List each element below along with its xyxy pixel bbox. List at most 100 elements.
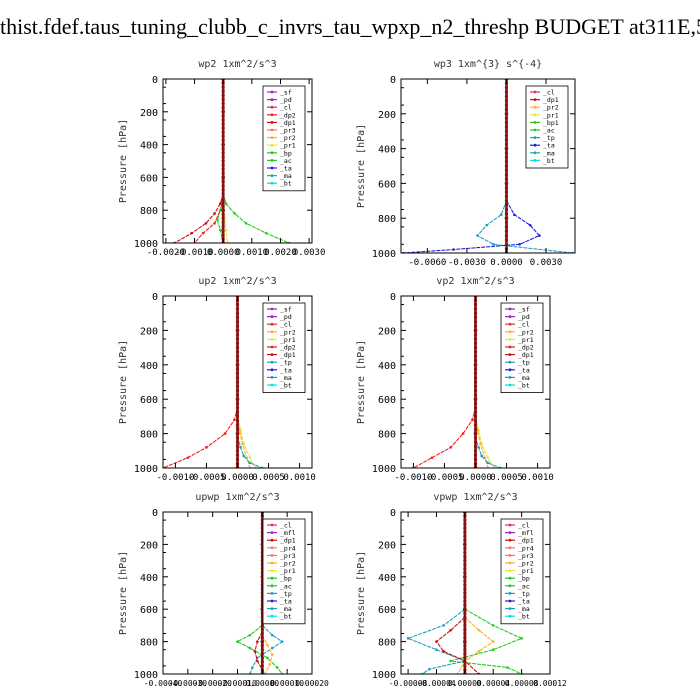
legend-marker-wp3: [533, 98, 537, 101]
y-axis-label-vpwp: Pressure [hPa]: [356, 551, 367, 635]
main-dot-wp2: [221, 106, 225, 110]
series-point-vpwp-pr2: [491, 640, 495, 643]
x-tick-label-wp2: -0.0020: [147, 248, 185, 258]
main-dot-vp2: [473, 376, 478, 380]
main-dot-vpwp: [463, 640, 467, 644]
legend-label-vp2: _pr1: [518, 336, 534, 344]
panel-wp3: wp3 1xm^{3} s^{-4} Pressure [hPa] 0 200 400 6…: [356, 59, 576, 268]
series-point-upwp-tp: [270, 633, 274, 637]
series-line-up2-pr1: [236, 416, 257, 468]
legend-label-vp2: _ma: [518, 374, 530, 382]
main-dot-wp3: [504, 151, 509, 155]
main-dot-vp2: [473, 432, 478, 436]
y-tick-label-vpwp: 0: [390, 508, 396, 519]
main-dot-vp2: [473, 346, 478, 350]
series-line-upwp-bp: [236, 624, 283, 674]
series-point-vpwp-tp: [442, 624, 445, 627]
main-dot-vpwp: [463, 599, 467, 603]
y-tick-label-vp2: 800: [378, 430, 396, 441]
main-dot-vpwp: [463, 583, 467, 587]
series-point-upwp-dp1: [256, 659, 259, 663]
y-tick-label-up2: 0: [152, 292, 158, 303]
legend-label-vpwp: _pr4: [518, 544, 534, 552]
series-line-vpwp-pr2: [457, 616, 495, 674]
main-dot-wp2: [221, 184, 225, 188]
main-dot-wp2: [221, 126, 225, 130]
main-dot-vp2: [473, 389, 478, 393]
main-dot-wp2: [221, 155, 225, 159]
legend-marker-wp2: [270, 121, 274, 124]
legend-marker-vp2: [508, 383, 512, 387]
series-point-vpwp-tp: [428, 667, 431, 671]
y-tick-label-wp2: 200: [140, 108, 158, 119]
series-point-wp3-ta: [528, 223, 532, 227]
main-dot-vp2: [473, 303, 478, 307]
legend-label-wp2: _cl: [280, 104, 292, 112]
main-dot-vpwp: [463, 623, 467, 628]
main-dot-up2: [235, 380, 240, 384]
main-dot-wp2: [221, 138, 225, 143]
legend-label-up2: _sf: [280, 306, 292, 314]
y-tick-label-vpwp: 600: [378, 605, 396, 616]
main-dot-vp2: [473, 307, 478, 311]
main-dot-vp2: [473, 328, 478, 332]
y-tick-label-wp2: 800: [140, 206, 158, 217]
x-tick-label-upwp: 0.00010: [270, 679, 304, 688]
main-dot-vp2: [473, 397, 478, 401]
legend-label-wp2: _pd: [280, 96, 292, 104]
series-line-wp3-tp: [476, 200, 573, 253]
legend-marker-upwp: [270, 614, 274, 618]
panel-upwp: upwp 1xm^2/s^3 Pressure [hPa] 0 200 400 600 80…: [118, 492, 329, 688]
panel-title-upwp: upwp 1xm^2/s^3: [195, 492, 279, 503]
y-tick-label-vp2: 600: [378, 395, 396, 406]
main-dot-vpwp: [463, 526, 467, 530]
main-dot-wp2: [221, 143, 225, 147]
y-tick-label-vpwp: 200: [378, 540, 396, 551]
legend-label-upwp: _bp: [280, 575, 292, 583]
legend-marker-wp2: [270, 143, 274, 147]
y-tick-label-vpwp: 1000: [372, 670, 396, 681]
main-dot-wp2: [221, 179, 225, 184]
x-tick-label-vpwp: 0.00008: [505, 679, 539, 688]
legend-label-vpwp: _pr1: [518, 567, 534, 575]
panel-title-wp2: wp2 1xm^2/s^3: [198, 59, 276, 70]
legend-label-wp2: _dp2: [280, 111, 296, 119]
main-dot-wp3: [504, 164, 509, 168]
legend-label-vp2: _pr2: [518, 328, 534, 336]
series-point-vpwp-pr2: [477, 650, 481, 653]
x-tick-label-wp3: -0.0030: [448, 258, 486, 268]
panel-title-up2: up2 1xm^2/s^3: [198, 276, 276, 287]
legend-label-wp2: _ta: [280, 165, 292, 173]
main-dot-wp3: [504, 212, 509, 216]
main-dot-vp2: [473, 320, 478, 324]
series-point-upwp-bp: [248, 646, 252, 650]
x-tick-label-vp2: 0.0005: [490, 473, 523, 483]
series-point-wp2-ac: [219, 228, 222, 232]
main-dot-vpwp: [463, 550, 467, 555]
main-dot-vpwp: [463, 554, 467, 559]
legend-marker-upwp: [270, 592, 274, 595]
main-dot-vp2: [473, 406, 478, 410]
main-dot-wp3: [504, 86, 509, 90]
y-axis-label-up2: Pressure [hPa]: [118, 340, 129, 424]
main-dot-vp2: [473, 427, 478, 431]
x-tick-label-vp2: 0.0010: [521, 473, 554, 483]
series-point-vpwp-pr2: [477, 628, 481, 632]
main-dot-up2: [235, 376, 240, 380]
legend-label-upwp: _cl: [280, 522, 292, 530]
main-dot-vp2: [473, 401, 478, 406]
series-line-vpwp-dp1: [435, 616, 480, 674]
series-point-vp2-dp2: [430, 456, 434, 459]
series-point-up2-dp2: [233, 418, 236, 422]
series-point-wp2-dp1: [219, 202, 222, 205]
legend-label-vpwp: _bp: [518, 575, 530, 583]
series-point-vp2-pr2: [479, 442, 482, 446]
series-point-vpwp-dp1: [435, 640, 438, 643]
series-point-vpwp-dp1: [449, 628, 452, 632]
legend-label-vp2: _pd: [518, 313, 530, 321]
legend-marker-vpwp: [508, 584, 512, 588]
main-dot-vp2: [473, 371, 478, 375]
legend-marker-wp2: [270, 98, 274, 101]
series-line-wp2-dp1: [174, 193, 224, 243]
legend-marker-upwp: [270, 599, 274, 603]
